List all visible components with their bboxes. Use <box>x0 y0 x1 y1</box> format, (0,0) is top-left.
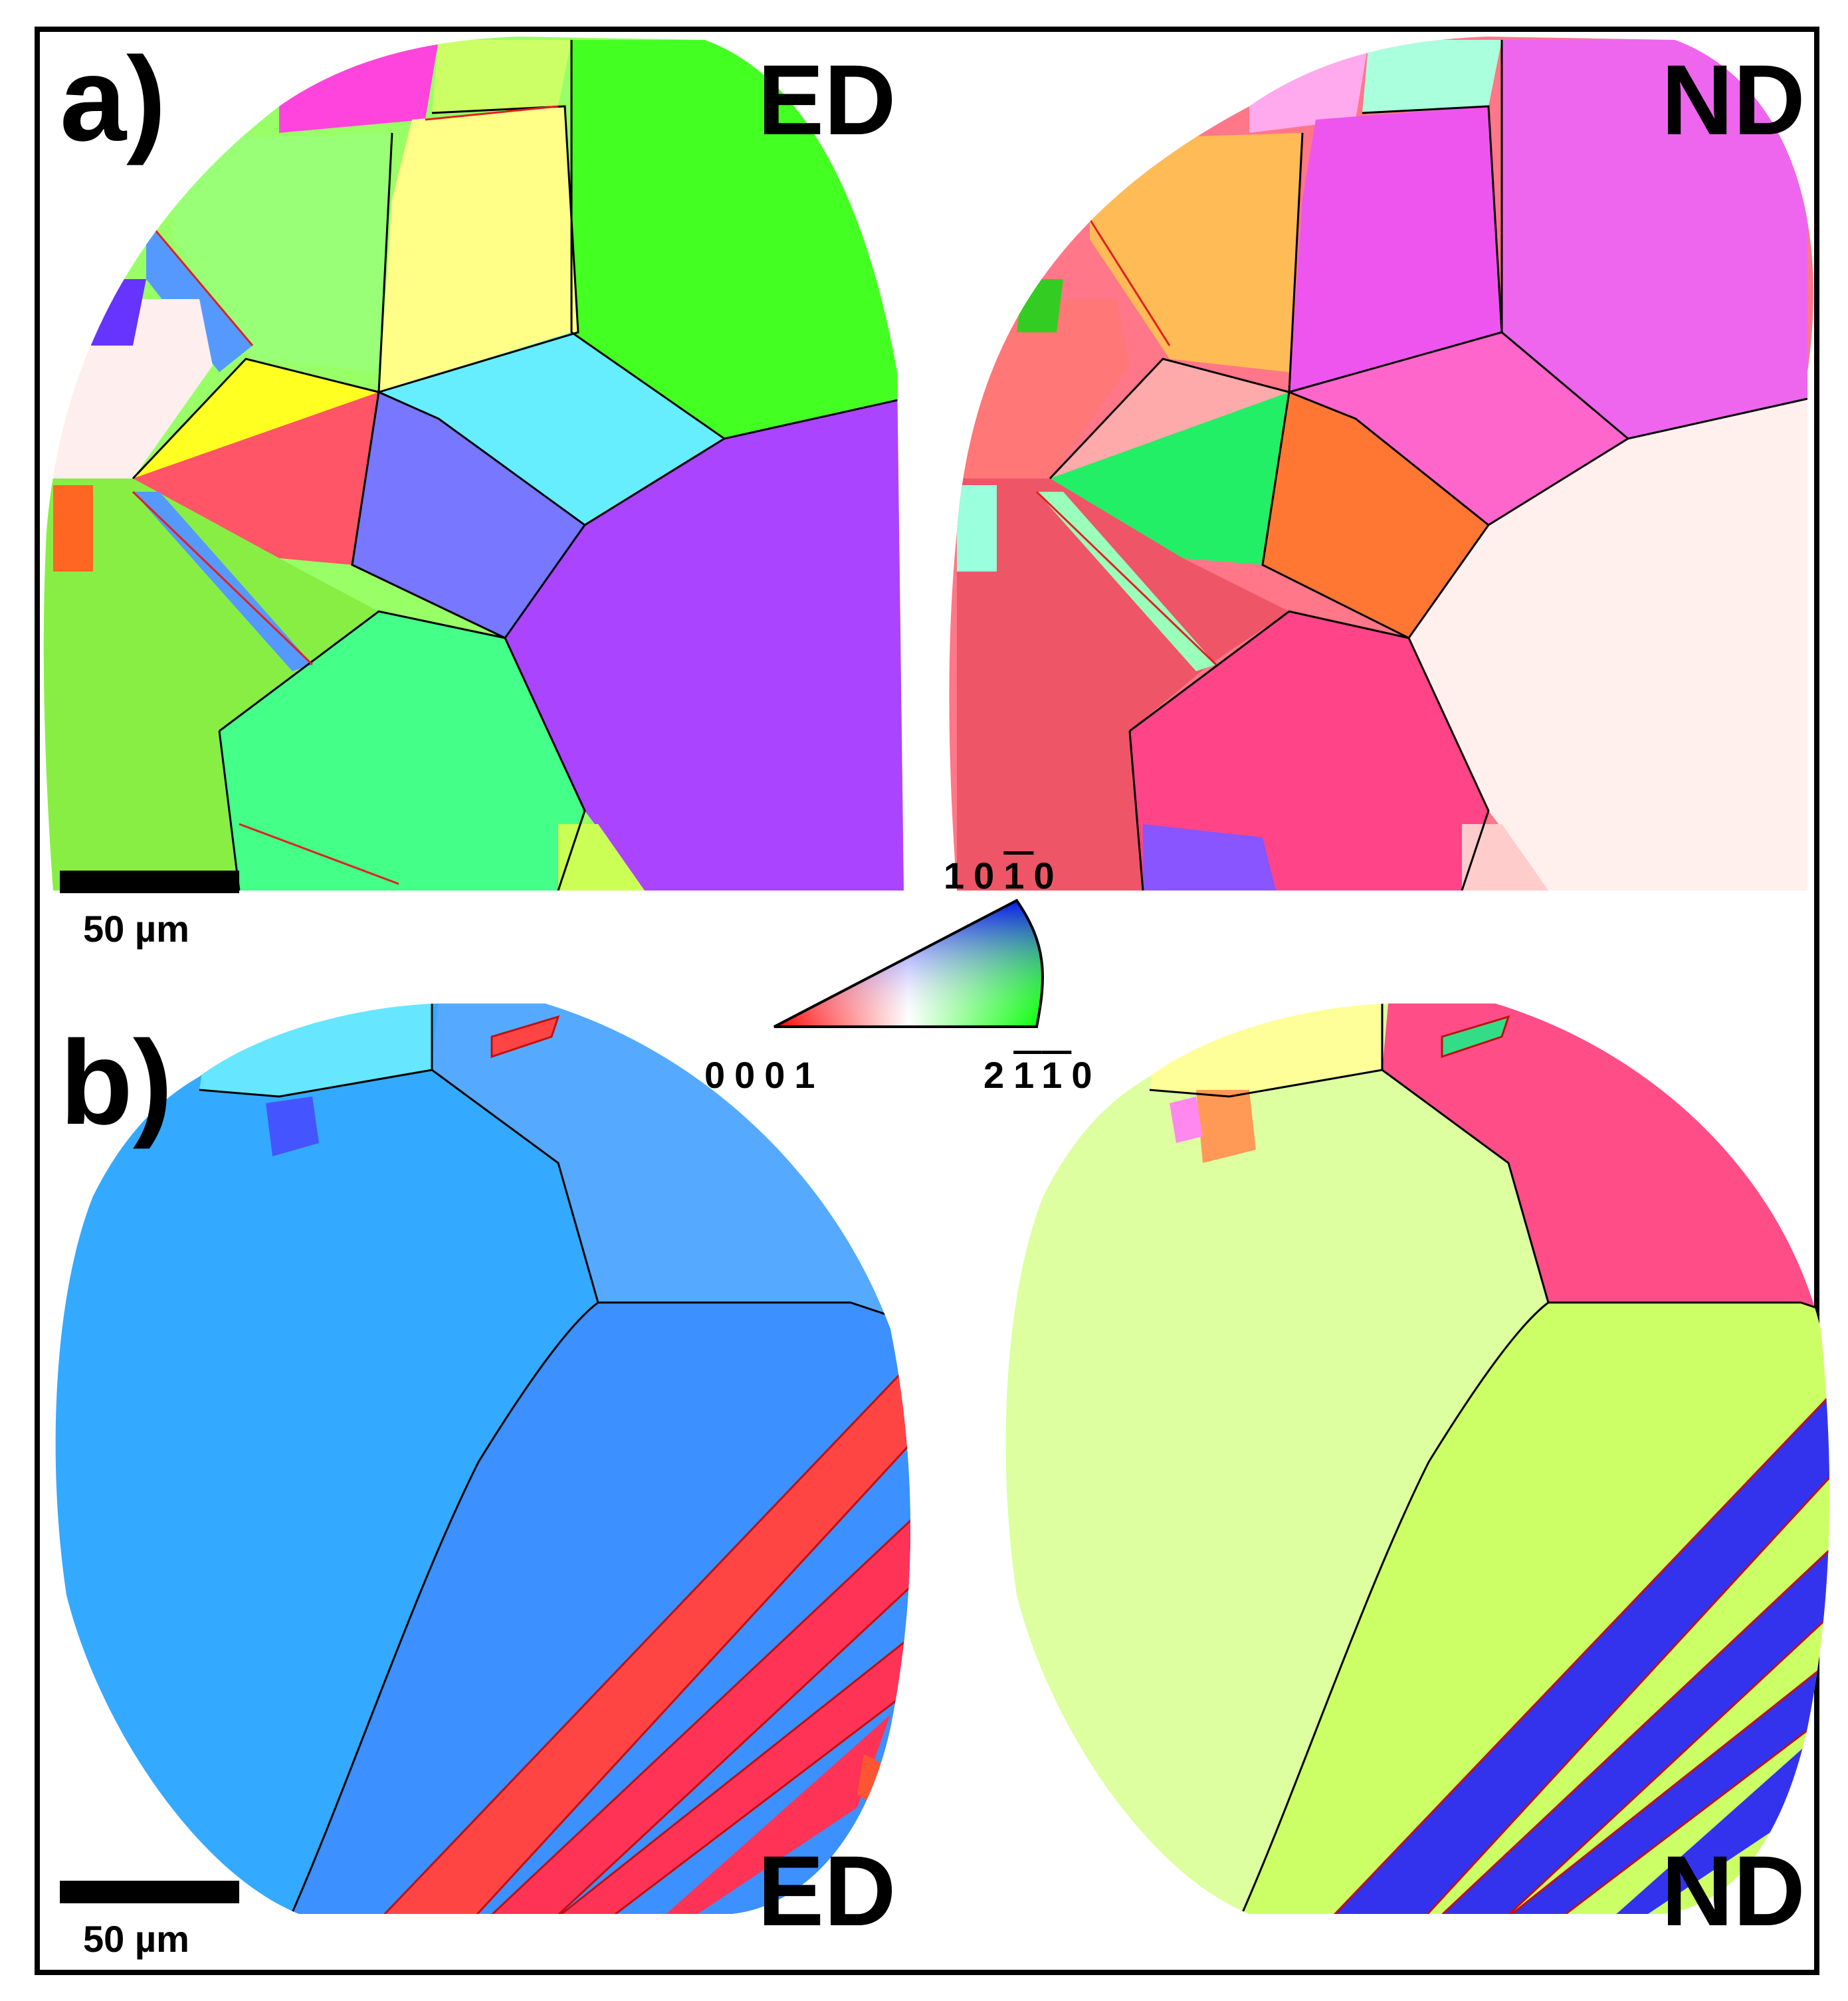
ipf-label-prism2: 2110 <box>983 1053 1102 1097</box>
ipf-label-prism1-post: 0 <box>1033 855 1064 896</box>
ipf-label-prism2-post: 0 <box>1071 1054 1102 1096</box>
map-b-nd <box>1005 1003 1830 1914</box>
scale-text-b: 50 µm <box>83 1918 189 1960</box>
ipf-color-triangle <box>773 898 1044 1028</box>
scale-text-a: 50 µm <box>83 908 189 950</box>
map-a-ed <box>43 37 904 891</box>
direction-label-a-right: ND <box>1661 44 1805 156</box>
ipf-label-prism1: 1010 <box>944 854 1064 897</box>
panel-label-a: a) <box>60 33 167 166</box>
direction-label-a-left: ED <box>758 44 896 156</box>
ipf-label-prism1-pre: 10 <box>944 855 1004 896</box>
panel-label-b: b) <box>60 1016 173 1150</box>
ipf-label-prism2-bar2: 1 <box>1041 1054 1072 1096</box>
scale-bar-b <box>60 1881 239 1903</box>
map-a-nd <box>949 37 1813 891</box>
direction-label-b-left: ED <box>758 1835 896 1947</box>
direction-label-b-right: ND <box>1661 1835 1805 1947</box>
ipf-label-basal: 0001 <box>704 1054 825 1096</box>
ipf-label-prism1-bar: 1 <box>1003 855 1034 896</box>
scale-bar-a <box>60 871 239 893</box>
map-b-ed <box>55 1003 910 1914</box>
ipf-label-prism2-bar1: 1 <box>1013 1054 1042 1096</box>
ipf-label-prism2-pre: 2 <box>983 1054 1014 1096</box>
